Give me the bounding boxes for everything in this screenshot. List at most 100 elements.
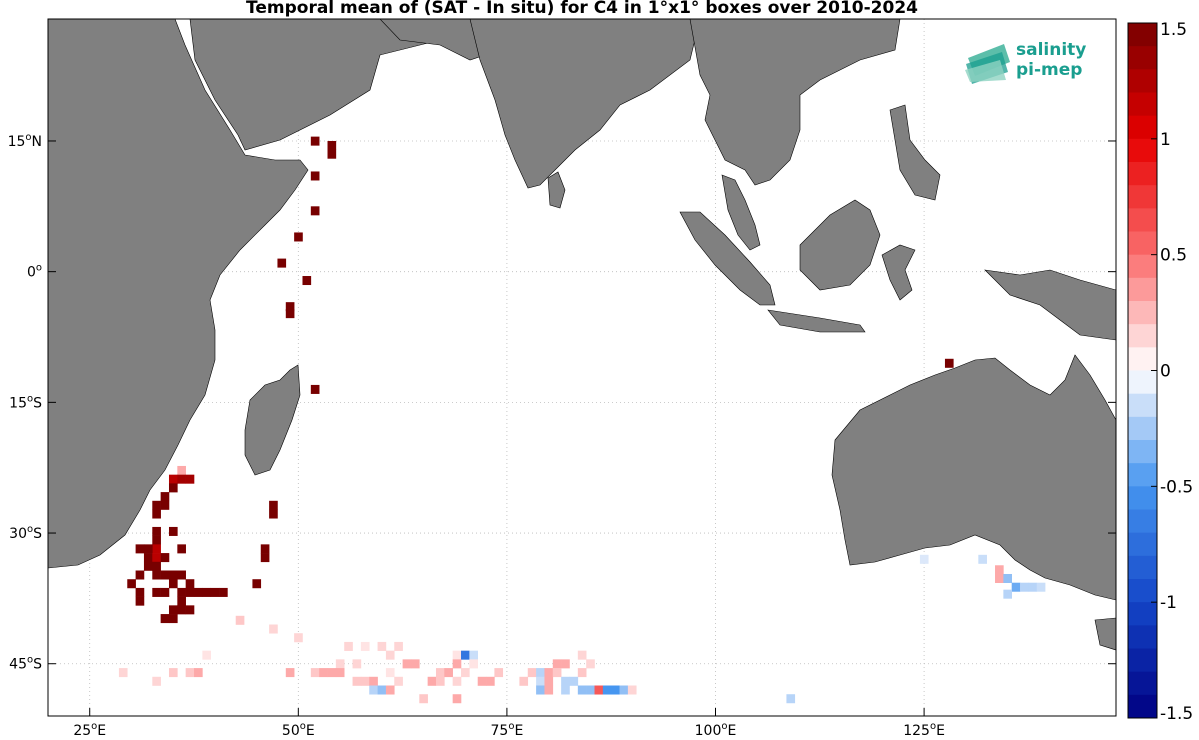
data-cell — [995, 573, 1004, 583]
data-cell — [469, 650, 479, 660]
data-cell — [177, 596, 186, 606]
data-cell — [452, 694, 462, 704]
data-cell — [569, 676, 579, 686]
data-cell — [177, 570, 186, 580]
data-cell — [185, 579, 195, 589]
colorbar-segment — [1128, 92, 1157, 117]
data-cell — [394, 641, 403, 651]
x-axis-ticks: 25oE 50oE 75oE 100oE 125oE — [73, 708, 945, 739]
data-cell — [561, 676, 570, 686]
data-cell — [444, 668, 453, 678]
colorbar-segment — [1128, 648, 1157, 673]
colorbar-segment — [1128, 277, 1157, 302]
colorbar-segment — [1128, 463, 1157, 487]
plot-frame — [47, 18, 1117, 717]
land-java — [767, 309, 866, 333]
data-cell — [294, 633, 303, 643]
data-cell — [377, 685, 387, 695]
data-cell — [310, 384, 320, 394]
colorbar-segment — [1128, 532, 1157, 557]
data-cell — [177, 465, 186, 475]
data-cell — [419, 694, 428, 704]
colorbar-segment — [1128, 370, 1157, 395]
data-cell — [194, 668, 203, 678]
data-cell — [995, 565, 1004, 575]
colorbar-tick-label: 0.5 — [1160, 246, 1187, 266]
colorbar-segment — [1128, 324, 1157, 348]
colorbar-segment — [1128, 579, 1157, 603]
logo-text-pi-mep: pi-mep — [1016, 60, 1083, 80]
data-cell — [194, 587, 203, 597]
land-borneo — [799, 199, 881, 291]
colorbar-segment — [1128, 694, 1157, 719]
land-new-guinea — [984, 269, 1116, 341]
colorbar-segment — [1128, 185, 1157, 209]
data-cell — [168, 579, 178, 589]
land-philippines — [889, 104, 941, 201]
colorbar-segment — [1128, 555, 1157, 580]
data-cell — [519, 676, 529, 686]
data-cell — [486, 676, 495, 686]
data-cell — [1036, 582, 1046, 592]
data-cell — [602, 685, 612, 695]
colorbar-segment — [1128, 625, 1157, 649]
colorbar-tick-label: 1 — [1160, 130, 1171, 150]
data-cell — [185, 587, 195, 597]
data-cell — [152, 553, 161, 563]
data-cell — [168, 605, 178, 615]
data-cell — [152, 535, 161, 545]
data-cell — [269, 624, 278, 634]
data-cell — [177, 605, 186, 615]
x-tick-label: 125oE — [903, 721, 945, 739]
colorbar-segment — [1128, 69, 1157, 93]
colorbar-segment — [1128, 254, 1157, 279]
y-tick-label: 45oS — [9, 655, 42, 673]
colorbar-segment — [1128, 138, 1157, 163]
data-cell — [552, 668, 562, 678]
data-cell — [435, 668, 445, 678]
colorbar: 1.5 1 0.5 0 -0.5 -1 -1.5 — [1127, 20, 1193, 724]
data-cell — [544, 676, 554, 686]
data-cell — [536, 668, 545, 678]
colorbar-tick-label: -1 — [1160, 593, 1177, 613]
data-cell — [152, 544, 161, 554]
x-tick-label: 75oE — [491, 721, 524, 739]
data-cell — [536, 676, 545, 686]
data-cell — [177, 474, 186, 484]
data-cell — [577, 650, 587, 660]
data-cell — [302, 276, 312, 286]
data-cell — [327, 140, 337, 150]
y-axis-ticks: 15oN 0o 15oS 30oS 45oS — [8, 132, 1116, 673]
data-cell — [135, 544, 145, 554]
data-cell — [586, 685, 595, 695]
salinity-pi-mep-logo-icon — [965, 44, 1010, 84]
colorbar-segment — [1128, 231, 1157, 256]
colorbar-tick-label: -0.5 — [1160, 477, 1193, 497]
data-cell — [385, 685, 395, 695]
colorbar-segment — [1128, 208, 1157, 232]
data-cell — [310, 171, 320, 181]
data-cell — [586, 659, 595, 669]
data-cell — [385, 650, 395, 660]
land-india — [469, 19, 701, 189]
data-cell — [219, 587, 228, 597]
data-cell — [1011, 582, 1021, 592]
data-cell — [786, 694, 796, 704]
data-cell — [461, 668, 470, 678]
data-cell — [1028, 582, 1038, 592]
data-cell — [1020, 582, 1029, 592]
colorbar-segment — [1128, 162, 1157, 186]
data-cell — [160, 500, 170, 510]
data-cell — [202, 650, 212, 660]
y-tick-label: 15oS — [9, 393, 42, 411]
data-cell — [152, 526, 161, 536]
data-cell — [377, 641, 387, 651]
data-cell — [627, 685, 637, 695]
data-cell — [410, 659, 420, 669]
logo-text-salinity: salinity — [1016, 40, 1087, 60]
data-cell — [143, 544, 153, 554]
y-tick-label: 30oS — [9, 524, 42, 542]
data-cell — [561, 659, 570, 669]
data-cell — [252, 579, 262, 589]
data-cell — [277, 258, 287, 268]
